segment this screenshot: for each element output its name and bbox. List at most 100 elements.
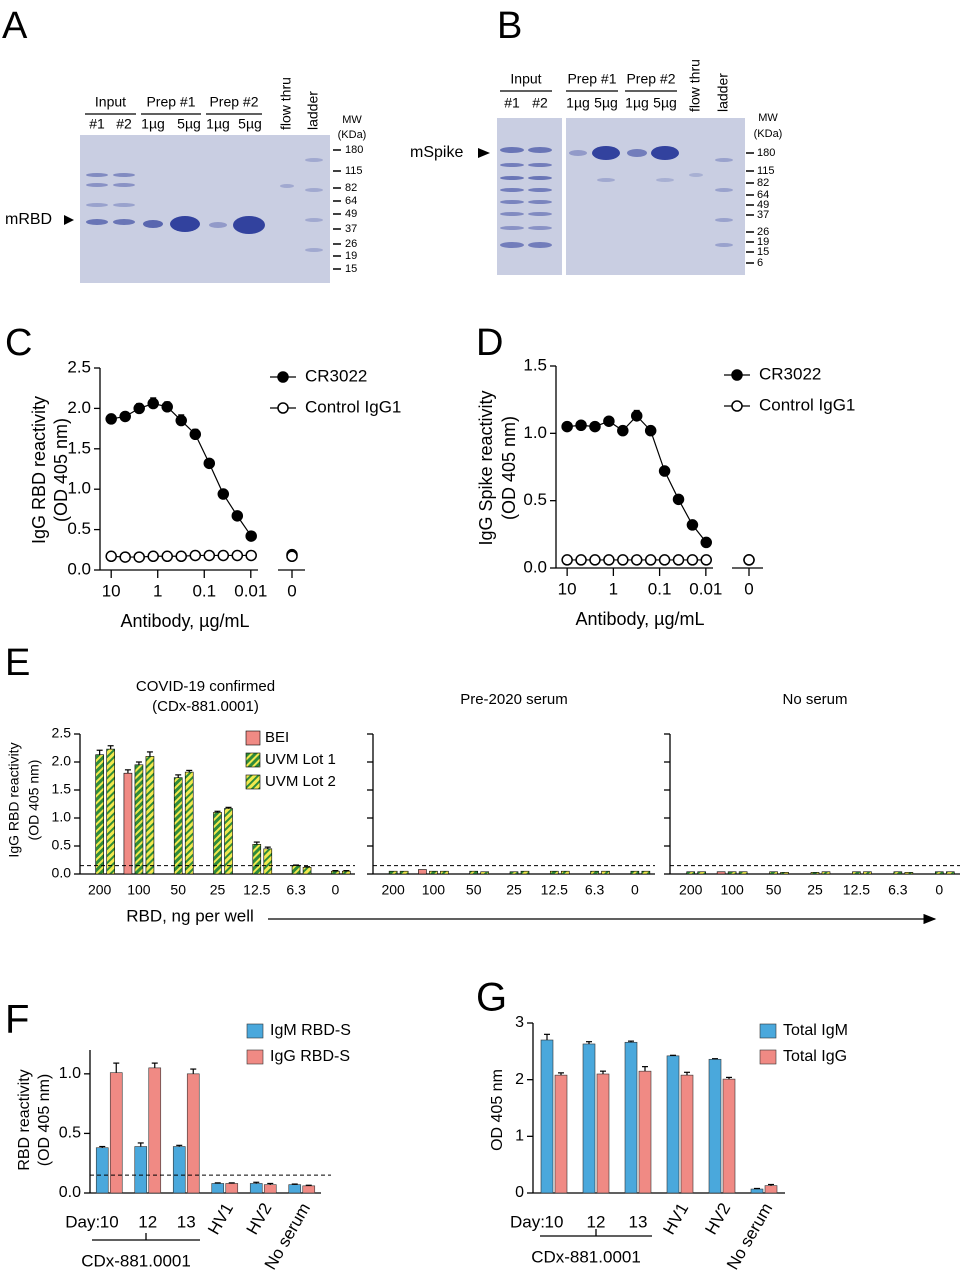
- bar: [601, 870, 610, 875]
- error-bar: [135, 761, 142, 765]
- gel: [80, 135, 330, 283]
- error-bar: [558, 1072, 564, 1076]
- x-tick-label: 0.1: [648, 579, 672, 598]
- y-tick-label: 1.0: [59, 1065, 81, 1082]
- y-tick-label: 1.0: [523, 423, 547, 442]
- data-point: [644, 554, 657, 566]
- bar: [252, 844, 262, 875]
- x-tick-label: 25: [506, 882, 522, 898]
- x-tick-label: 1: [609, 579, 618, 598]
- bar: [211, 1183, 225, 1194]
- gel-band: [528, 242, 552, 248]
- x-tick-label: 12.5: [843, 882, 870, 898]
- gel-band: [113, 183, 135, 187]
- x-tick-label: 13: [629, 1212, 648, 1231]
- legend-swatch: [759, 1049, 777, 1065]
- gel-band: [528, 226, 552, 230]
- error-bar: [186, 769, 193, 773]
- gel-band: [113, 173, 135, 177]
- gel-band: [113, 203, 135, 207]
- y-tick-label: 2.0: [67, 398, 91, 417]
- bar: [780, 872, 789, 875]
- data-point: [672, 493, 685, 506]
- bar: [388, 870, 398, 875]
- bar: [934, 871, 944, 875]
- data-point: [686, 519, 699, 531]
- mw-marker: 6: [757, 257, 763, 269]
- gel-band: [86, 219, 108, 225]
- group-label: CDx-881.0001: [531, 1247, 641, 1266]
- data-point: [700, 554, 712, 566]
- bar: [331, 870, 340, 875]
- protein-arrow: [64, 215, 74, 225]
- gel-band: [528, 200, 552, 204]
- legend-label: Control IgG1: [305, 397, 401, 416]
- x-tick-label: 50: [466, 882, 482, 898]
- legend-label: IgG RBD-S: [270, 1048, 350, 1065]
- x-tick-label: 12: [587, 1212, 606, 1231]
- gel-band: [715, 243, 733, 247]
- x-axis-label: Antibody, µg/mL: [120, 611, 249, 631]
- data-point: [119, 410, 131, 423]
- y-tick-label: 0.5: [52, 837, 72, 853]
- legend-swatch: [759, 1023, 777, 1039]
- y-tick-label: 0.5: [67, 519, 91, 538]
- bar: [440, 870, 449, 875]
- error-bar: [343, 870, 350, 872]
- x-tick-label: 12.5: [243, 882, 270, 898]
- data-point: [231, 510, 244, 522]
- x-prefix: Day:: [65, 1212, 100, 1231]
- bar: [764, 1185, 778, 1194]
- bar: [134, 764, 144, 875]
- bar: [582, 1043, 596, 1194]
- legend-label: Control IgG1: [759, 395, 855, 414]
- legend-label: UVM Lot 2: [265, 773, 336, 790]
- x-tick-label: 0.01: [234, 581, 267, 600]
- legend-marker: [731, 369, 743, 381]
- bar: [291, 865, 301, 875]
- error-bar: [214, 810, 221, 813]
- error-bar: [600, 1070, 606, 1074]
- bar: [469, 870, 479, 875]
- x-tick-label: 100: [127, 882, 151, 898]
- legend-marker: [731, 400, 743, 412]
- legend-label: UVM Lot 1: [265, 751, 336, 768]
- bar: [134, 1146, 148, 1194]
- bar: [554, 1074, 568, 1194]
- mw-unit: (KDa): [754, 128, 783, 140]
- y-axis-label: (OD 405 nm): [26, 760, 42, 841]
- bar: [863, 871, 872, 875]
- error-bar: [754, 1187, 760, 1190]
- gel-band: [170, 216, 200, 232]
- error-bar: [267, 1182, 274, 1185]
- bar: [727, 871, 737, 875]
- error-bar: [304, 866, 311, 868]
- bar: [722, 1078, 736, 1194]
- error-bar: [768, 1183, 774, 1186]
- error-bar: [253, 841, 260, 845]
- data-point: [658, 465, 671, 477]
- error-bar: [151, 1062, 158, 1068]
- error-bar: [124, 769, 131, 774]
- x-tick-label: 10: [558, 579, 577, 598]
- lane-label: flow thru: [687, 59, 703, 112]
- mw-marker: 26: [757, 226, 769, 238]
- bar: [852, 871, 861, 875]
- gel: [566, 118, 745, 275]
- legend-marker: [277, 402, 289, 414]
- bar: [418, 869, 427, 875]
- gel-band: [528, 176, 552, 180]
- bar: [399, 870, 409, 875]
- error-bar: [305, 1184, 312, 1186]
- data-point: [589, 420, 601, 433]
- data-point: [617, 554, 629, 566]
- data-point: [147, 397, 159, 410]
- lane-label: 1µg: [206, 116, 230, 132]
- bar: [666, 1055, 680, 1194]
- mw-marker: 82: [345, 182, 357, 194]
- x-axis-label: Antibody, µg/mL: [575, 609, 704, 629]
- error-bar: [228, 1182, 235, 1184]
- mw-marker: 115: [345, 165, 363, 177]
- y-tick-label: 0.0: [52, 865, 72, 881]
- x-tick-label: 0: [935, 882, 943, 898]
